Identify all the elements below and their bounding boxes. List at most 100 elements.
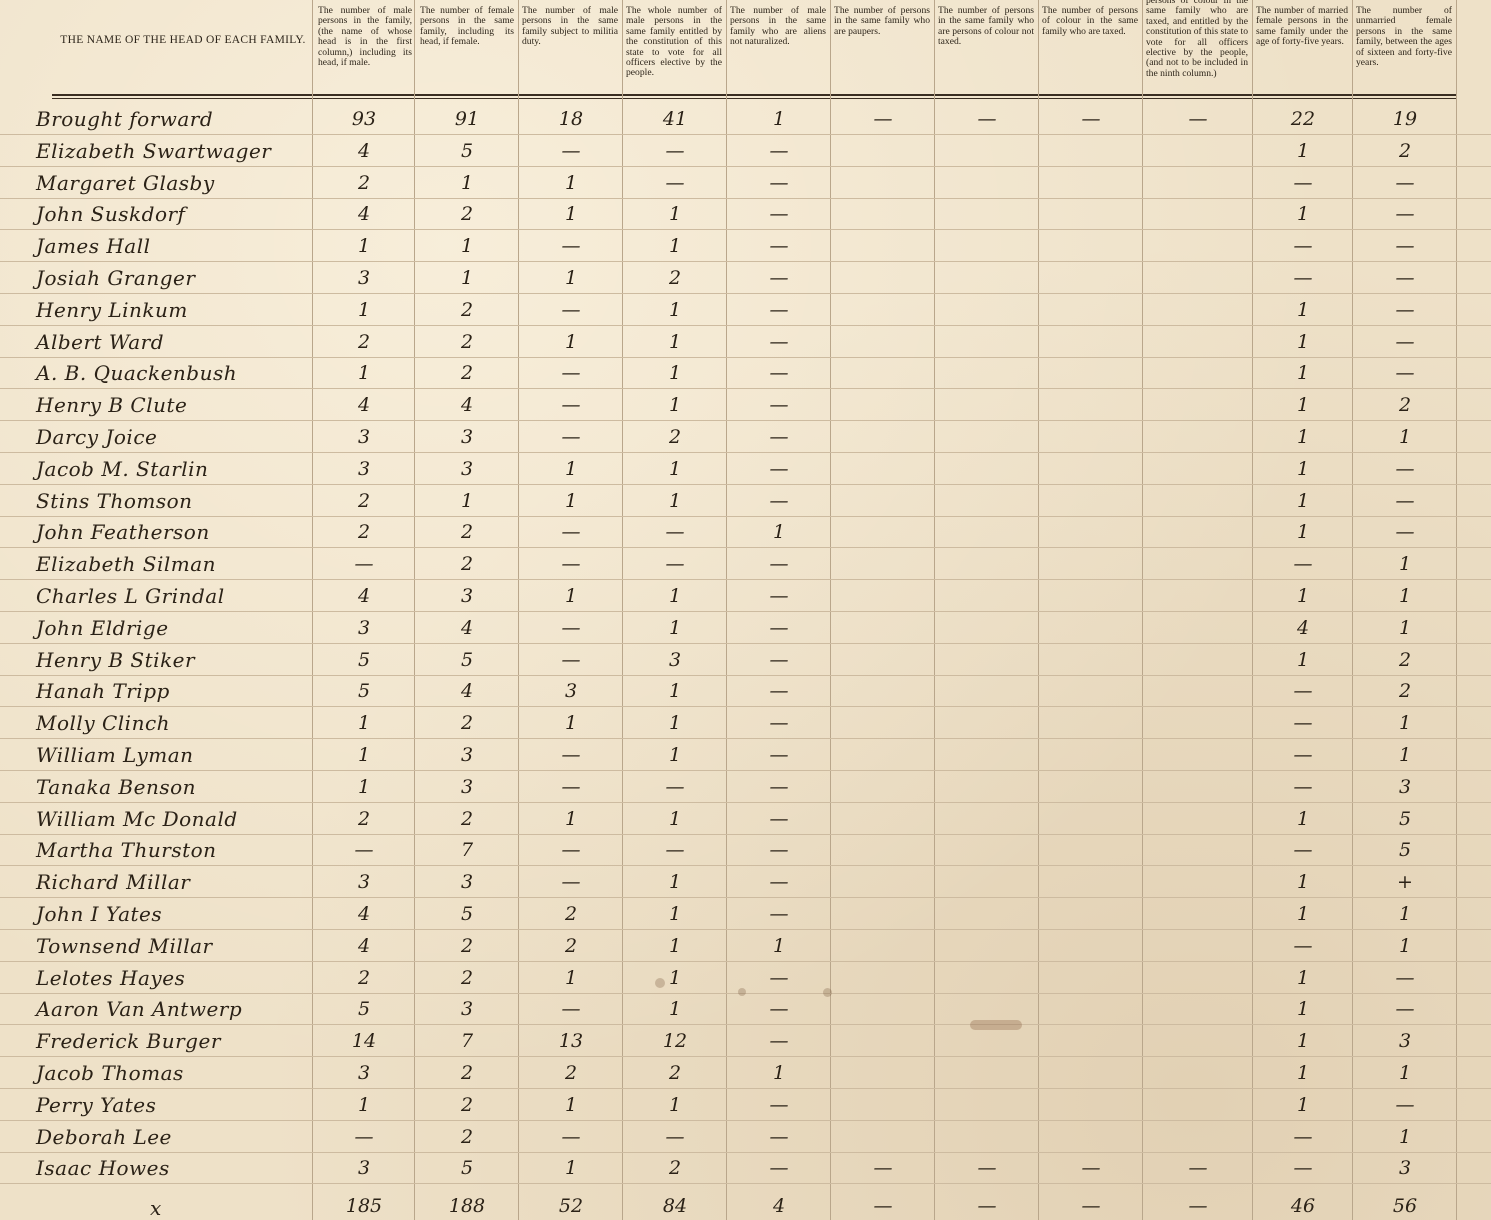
count-cell-col-8 — [1040, 645, 1142, 676]
count-cell-col-3: — — [561, 362, 581, 384]
count-cell-col-9 — [1144, 263, 1252, 294]
count-cell-col-4: 1 — [668, 808, 682, 830]
count-cell-col-4: — — [665, 776, 685, 798]
count-cell-col-8 — [1040, 1090, 1142, 1121]
count-cell-col-7 — [936, 613, 1038, 644]
count-cell-col-4: 1 — [668, 1094, 682, 1116]
count-cell-col-6 — [832, 199, 934, 230]
count-cell-col-10: 1 — [1296, 871, 1310, 893]
count-cell-col-6 — [832, 835, 934, 866]
count-cell-col-5: — — [769, 967, 789, 989]
count-cell-col-2: 2 — [460, 299, 474, 321]
count-cell-col-9: — — [1188, 1157, 1208, 1179]
count-cell-col-1: 3 — [357, 617, 371, 639]
count-cell-col-8 — [1040, 295, 1142, 326]
header-rule — [52, 94, 1457, 96]
family-head-name: Elizabeth Silman — [36, 552, 217, 576]
count-cell-col-1: 3 — [357, 426, 371, 448]
row-rule — [0, 738, 1491, 739]
family-head-name: Stins Thomson — [36, 489, 193, 513]
count-cell-col-10: — — [1293, 553, 1313, 575]
count-cell-col-8 — [1040, 327, 1142, 358]
table-row: John Featherson 2 2 — — 1 1 — — [0, 517, 1491, 548]
count-cell-col-9 — [1144, 136, 1252, 167]
count-cell-col-10: 4 — [1296, 617, 1310, 639]
count-cell-col-6 — [832, 708, 934, 739]
row-rule — [0, 579, 1491, 580]
row-rule — [0, 293, 1491, 294]
count-cell-col-3: 52 — [558, 1195, 584, 1217]
count-cell-col-7 — [936, 549, 1038, 580]
count-cell-col-6 — [832, 136, 934, 167]
count-cell-col-10: 1 — [1296, 490, 1310, 512]
count-cell-col-5: — — [769, 426, 789, 448]
count-cell-col-9 — [1144, 1026, 1252, 1057]
count-cell-col-7: — — [977, 1195, 997, 1217]
count-cell-col-4: 1 — [668, 458, 682, 480]
family-head-name: Perry Yates — [36, 1093, 157, 1117]
count-cell-col-2: 1 — [460, 490, 474, 512]
count-cell-col-9 — [1144, 231, 1252, 262]
count-cell-col-3: — — [561, 394, 581, 416]
count-cell-col-6 — [832, 613, 934, 644]
count-cell-col-9 — [1144, 358, 1252, 389]
count-cell-col-6 — [832, 1026, 934, 1057]
count-cell-col-10: 1 — [1296, 967, 1310, 989]
count-cell-col-8 — [1040, 772, 1142, 803]
count-cell-col-2: 1 — [460, 235, 474, 257]
table-row: Tanaka Benson 1 3 — — — — 3 — [0, 772, 1491, 803]
count-cell-col-11: 5 — [1398, 808, 1412, 830]
count-cell-col-2: 2 — [460, 808, 474, 830]
column-line — [622, 0, 623, 1220]
count-cell-col-8 — [1040, 549, 1142, 580]
count-cell-col-11: 1 — [1398, 585, 1412, 607]
count-cell-col-4: 1 — [668, 394, 682, 416]
family-head-name: Tanaka Benson — [36, 775, 197, 799]
count-cell-col-9 — [1144, 549, 1252, 580]
count-cell-col-2: 5 — [460, 649, 474, 671]
row-rule — [0, 675, 1491, 676]
count-cell-col-3: 18 — [558, 108, 584, 130]
family-head-name: Albert Ward — [36, 330, 165, 354]
table-row: Townsend Millar 4 2 2 1 1 — 1 — [0, 931, 1491, 962]
ink-blot — [655, 978, 665, 988]
count-cell-col-3: — — [561, 299, 581, 321]
count-cell-col-10: 1 — [1296, 1062, 1310, 1084]
row-rule — [0, 166, 1491, 167]
family-head-name: Charles L Grindal — [36, 584, 225, 608]
count-cell-col-11: 3 — [1398, 1157, 1412, 1179]
count-cell-col-7 — [936, 804, 1038, 835]
row-rule — [0, 229, 1491, 230]
count-cell-col-6 — [832, 454, 934, 485]
totals-row: 185 188 52 84 4 — — — — 46 56 — [0, 1191, 1491, 1220]
count-cell-col-5: — — [769, 776, 789, 798]
row-rule — [0, 993, 1491, 994]
count-cell-col-1: 2 — [357, 490, 371, 512]
count-cell-col-1: 3 — [357, 871, 371, 893]
row-rule — [0, 1088, 1491, 1089]
count-cell-col-8: — — [1081, 1157, 1101, 1179]
count-cell-col-3: — — [561, 649, 581, 671]
count-cell-col-8 — [1040, 422, 1142, 453]
row-rule — [0, 961, 1491, 962]
count-cell-col-4: 41 — [662, 108, 688, 130]
header-col-10: The number of married female persons in … — [1256, 5, 1348, 48]
count-cell-col-6 — [832, 517, 934, 548]
row-rule — [0, 865, 1491, 866]
count-cell-col-4: — — [665, 172, 685, 194]
count-cell-col-10: — — [1293, 1126, 1313, 1148]
count-cell-col-9: — — [1188, 108, 1208, 130]
count-cell-col-9 — [1144, 804, 1252, 835]
column-line — [1252, 0, 1253, 1220]
count-cell-col-10: 22 — [1290, 108, 1316, 130]
count-cell-col-6 — [832, 486, 934, 517]
count-cell-col-1: 5 — [357, 649, 371, 671]
count-cell-col-9 — [1144, 867, 1252, 898]
count-cell-col-11: 1 — [1398, 553, 1412, 575]
smudge — [970, 1020, 1022, 1030]
count-cell-col-4: 1 — [668, 903, 682, 925]
count-cell-col-3: 1 — [564, 1094, 578, 1116]
count-cell-col-7: — — [977, 108, 997, 130]
count-cell-col-10: — — [1293, 712, 1313, 734]
count-cell-col-1: 3 — [357, 267, 371, 289]
